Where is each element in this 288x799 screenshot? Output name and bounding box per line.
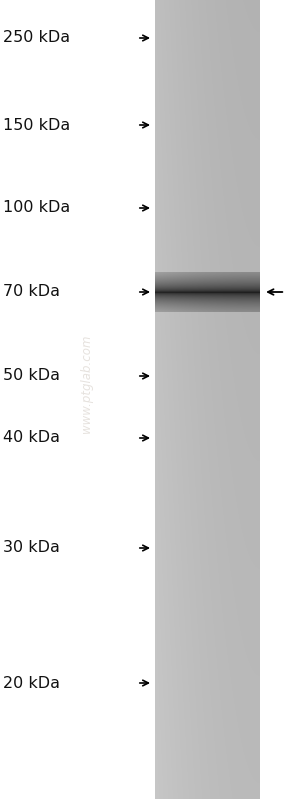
Text: 50 kDa: 50 kDa — [3, 368, 60, 384]
Text: 40 kDa: 40 kDa — [3, 431, 60, 446]
Text: 250 kDa: 250 kDa — [3, 30, 70, 46]
Text: 150 kDa: 150 kDa — [3, 117, 70, 133]
Text: 70 kDa: 70 kDa — [3, 284, 60, 300]
Text: 20 kDa: 20 kDa — [3, 675, 60, 690]
Text: 30 kDa: 30 kDa — [3, 540, 60, 555]
Text: www.ptglab.com: www.ptglab.com — [80, 334, 93, 433]
Text: 100 kDa: 100 kDa — [3, 201, 70, 216]
